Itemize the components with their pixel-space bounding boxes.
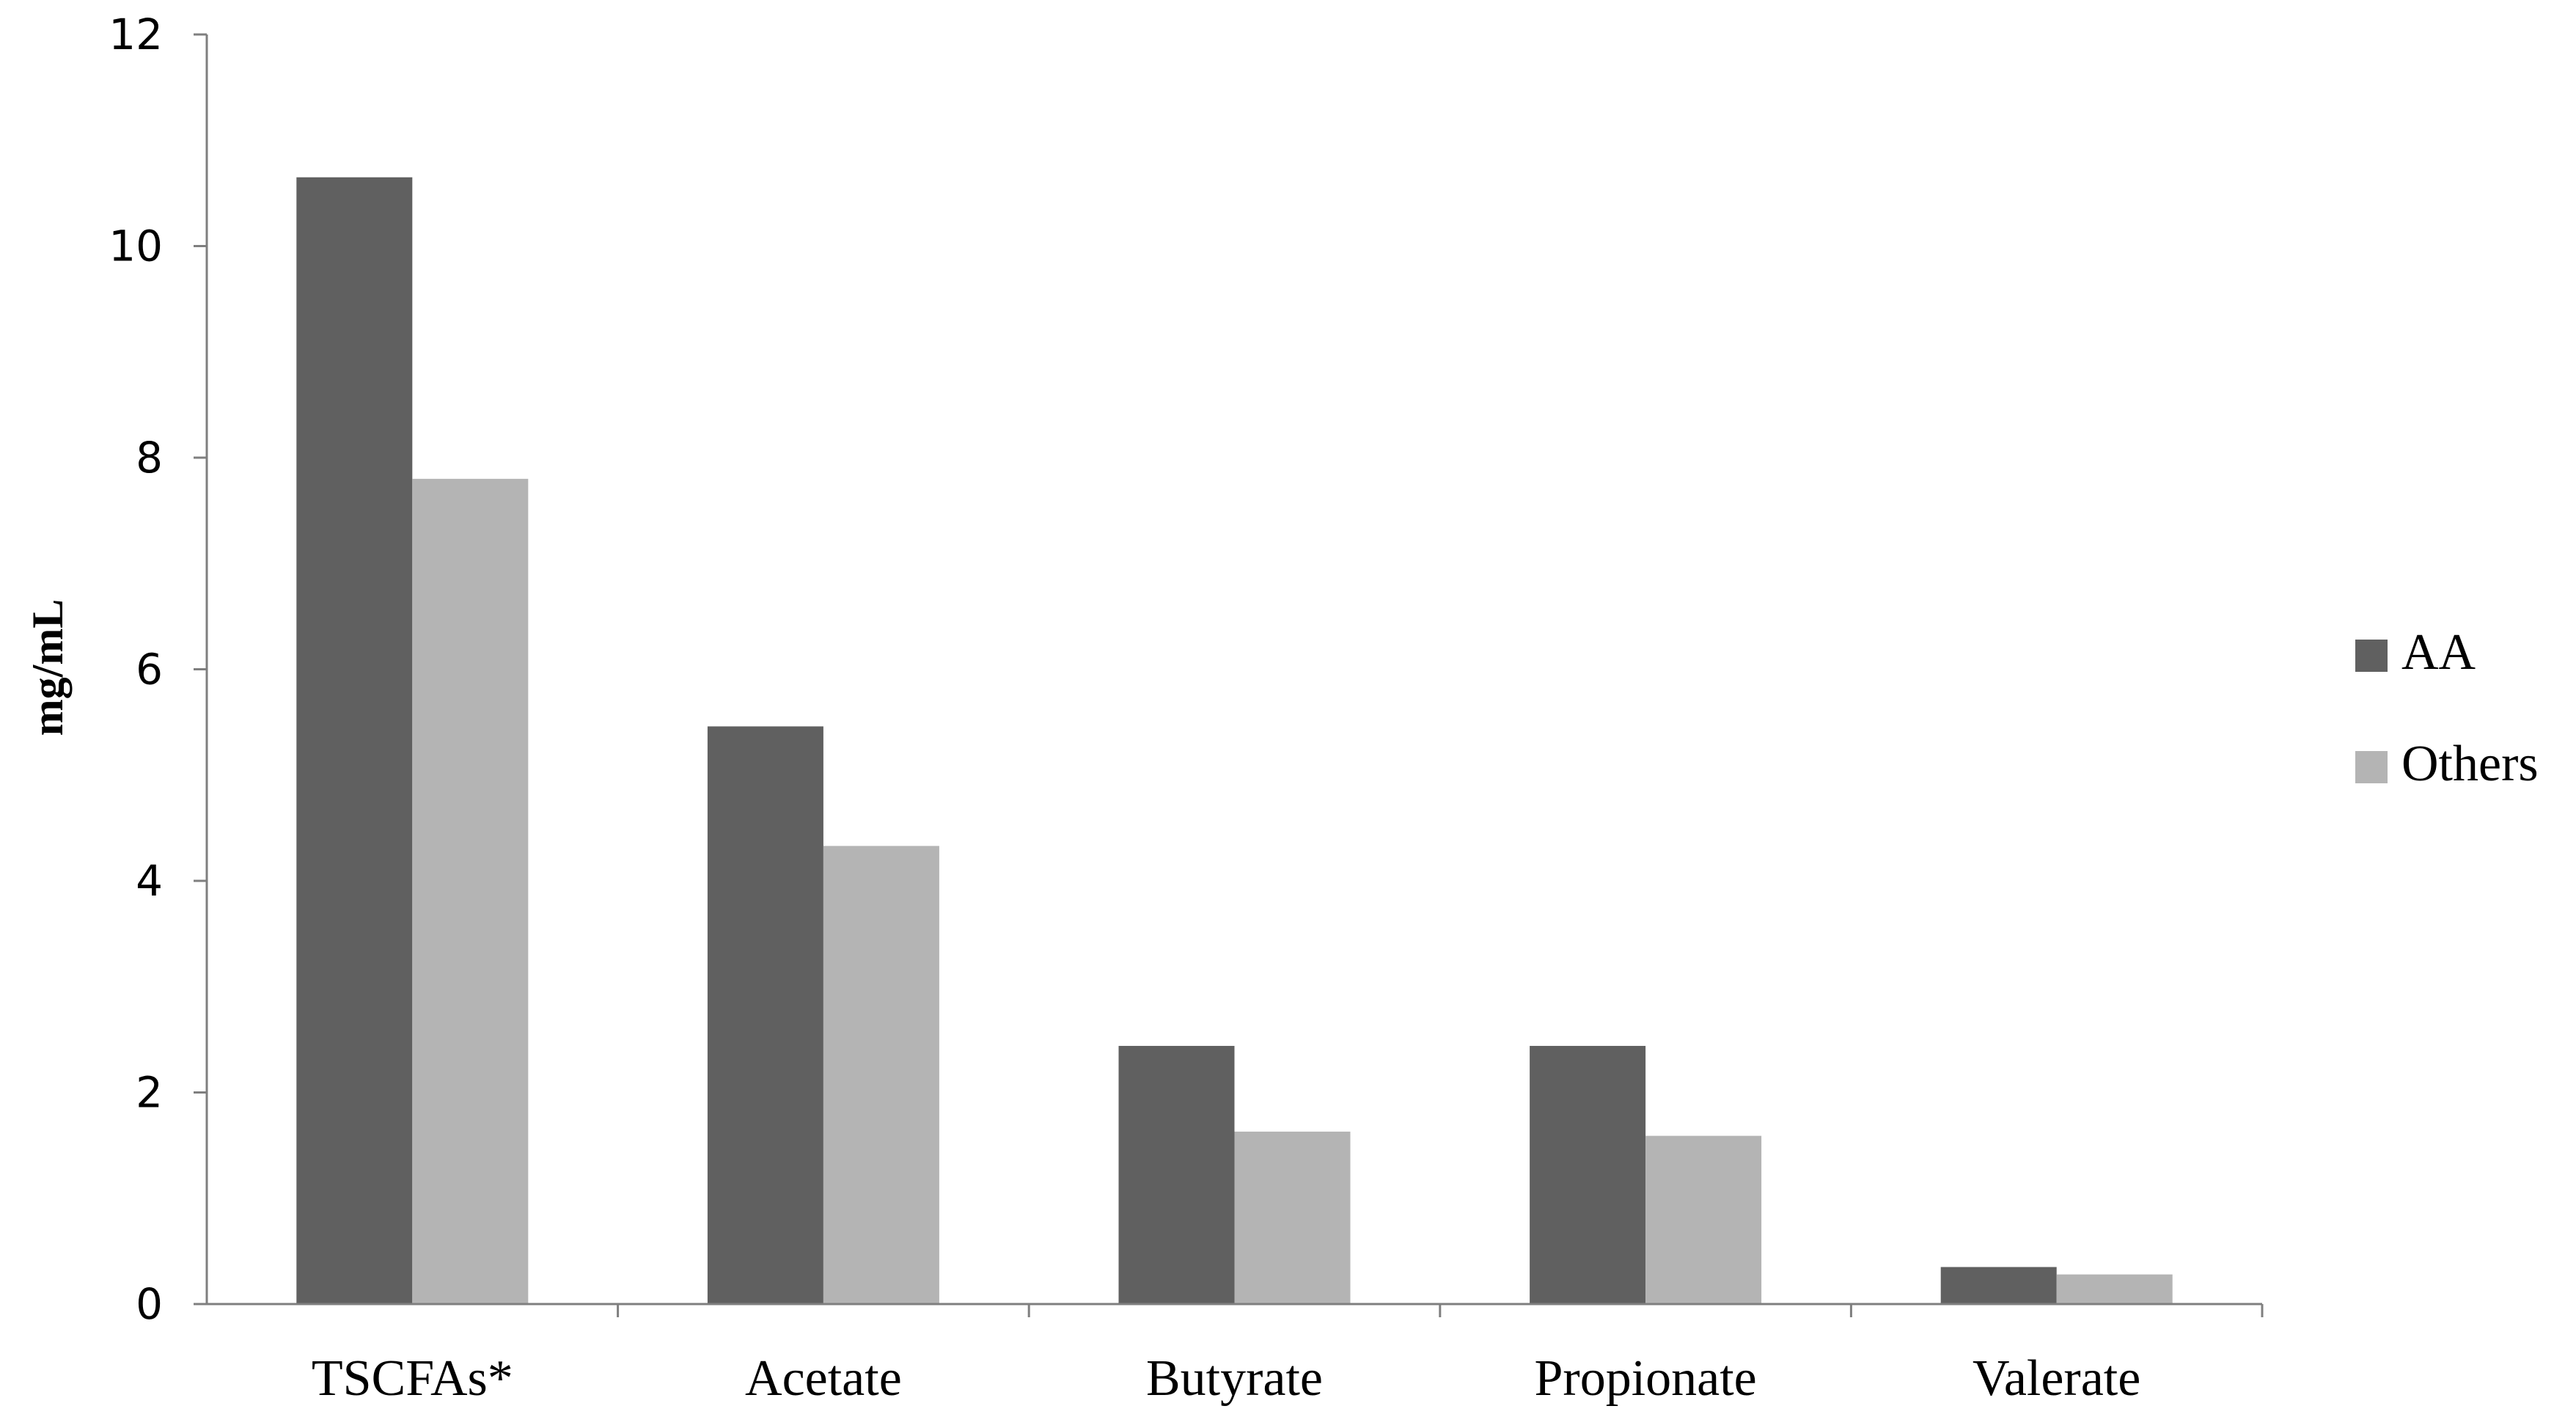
bar-aa-valerate (1940, 1267, 2057, 1304)
y-axis-ticks: 0 2 4 6 8 10 12 (109, 10, 207, 1329)
legend-label-others: Others (2401, 736, 2539, 792)
y-tick-label: 10 (109, 221, 163, 271)
y-tick-label: 6 (136, 645, 163, 695)
legend: AA Others (2355, 624, 2539, 792)
y-tick-label: 12 (109, 10, 163, 59)
bar-others-propionate (1645, 1135, 1762, 1304)
legend-swatch-others (2355, 751, 2388, 783)
bar-aa-propionate (1530, 1046, 1646, 1304)
bar-aa-acetate (707, 726, 823, 1304)
x-tick-label: Acetate (745, 1350, 902, 1407)
bar-others-acetate (823, 846, 939, 1304)
legend-label-aa: AA (2401, 624, 2476, 681)
x-tick-label: Butyrate (1146, 1350, 1323, 1407)
x-tick-label: Propionate (1534, 1350, 1756, 1407)
bar-others-butyrate (1234, 1131, 1351, 1304)
bars (296, 177, 2173, 1304)
bar-others-tscfas (412, 478, 529, 1304)
x-tick-label: TSCFAs* (312, 1350, 513, 1407)
y-tick-label: 2 (136, 1068, 163, 1118)
x-tick-label: Valerate (1973, 1350, 2140, 1407)
x-axis-ticks: TSCFAs* Acetate Butyrate Propionate Valerate (312, 1304, 2264, 1407)
y-tick-label: 8 (136, 433, 163, 483)
legend-swatch-aa (2355, 640, 2388, 672)
bar-aa-tscfas (296, 177, 413, 1304)
y-tick-label: 0 (136, 1279, 163, 1329)
bar-others-valerate (2056, 1274, 2173, 1304)
y-axis-label: mg/mL (23, 599, 72, 736)
y-tick-label: 4 (136, 856, 163, 906)
bar-aa-butyrate (1118, 1046, 1235, 1304)
